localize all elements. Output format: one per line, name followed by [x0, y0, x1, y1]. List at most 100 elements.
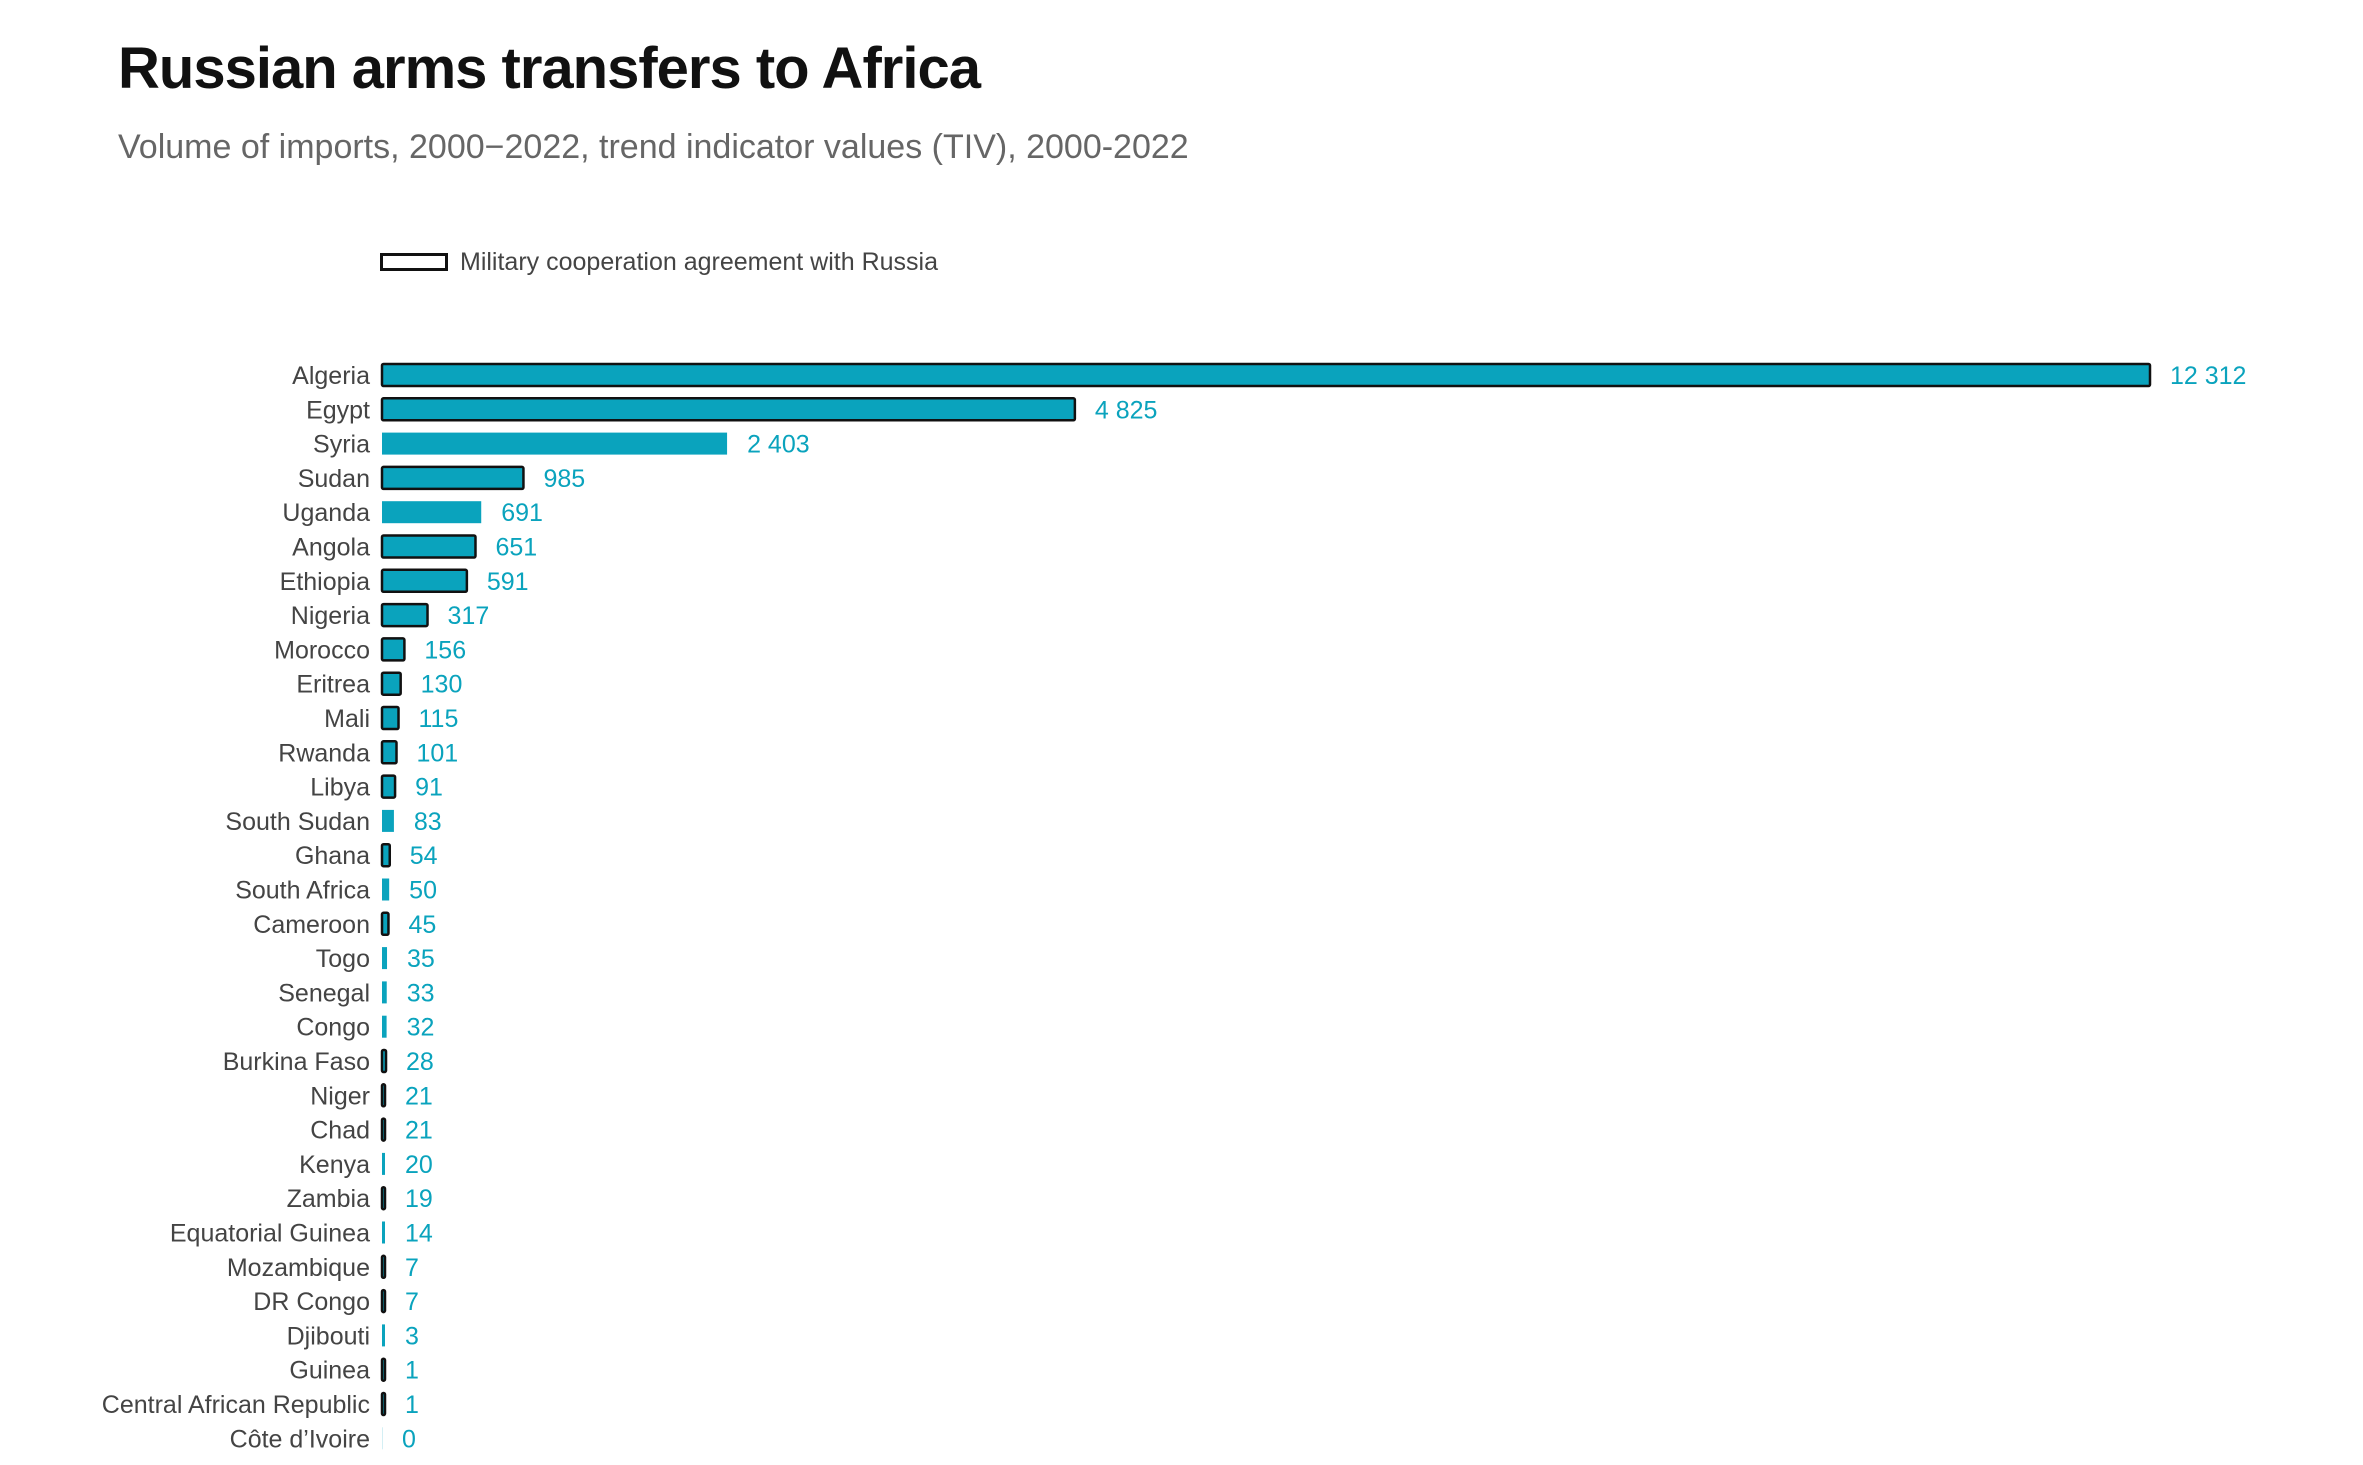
value-label: 33: [407, 979, 435, 1007]
bar: [380, 774, 397, 799]
category-label: Zambia: [287, 1185, 370, 1213]
value-label: 0: [402, 1425, 416, 1453]
category-label: Mali: [324, 705, 370, 733]
category-label: Eritrea: [296, 671, 370, 699]
value-label: 45: [408, 911, 436, 939]
bar: [382, 1324, 385, 1347]
category-label: Togo: [316, 945, 370, 973]
value-label: 317: [448, 602, 490, 630]
bar: [382, 878, 390, 901]
value-label: 591: [487, 568, 529, 596]
chart-subtitle: Volume of imports, 2000−2022, trend indi…: [118, 128, 1189, 166]
bar: [380, 568, 469, 594]
value-label: 28: [406, 1048, 434, 1076]
category-label: Rwanda: [278, 739, 370, 767]
bar: [380, 911, 390, 937]
category-label: Ethiopia: [280, 568, 370, 596]
category-label: Congo: [296, 1014, 370, 1042]
category-label: Angola: [292, 534, 370, 562]
bar: [382, 432, 728, 455]
value-label: 91: [415, 774, 443, 802]
value-label: 1: [405, 1357, 419, 1385]
value-label: 7: [405, 1254, 419, 1282]
value-label: 21: [405, 1082, 433, 1110]
category-label: Libya: [310, 774, 370, 802]
value-label: 651: [495, 534, 537, 562]
bar: [380, 705, 400, 731]
bar: [382, 1015, 387, 1038]
value-label: 130: [421, 671, 463, 699]
value-label: 2 403: [747, 431, 810, 459]
category-label: Morocco: [274, 636, 370, 664]
category-label: South Africa: [235, 877, 370, 905]
legend: Military cooperation agreement with Russ…: [380, 242, 938, 282]
bar: [382, 1152, 385, 1175]
category-label: DR Congo: [253, 1288, 370, 1316]
category-label: Algeria: [292, 362, 370, 390]
category-label: Ghana: [295, 842, 370, 870]
category-label: Djibouti: [287, 1322, 370, 1350]
category-label: Cameroon: [253, 911, 370, 939]
bar: [382, 947, 388, 970]
bar: [380, 602, 429, 628]
category-label: Côte d’Ivoire: [230, 1425, 370, 1453]
category-label: Niger: [310, 1082, 370, 1110]
bar: [380, 671, 402, 696]
bar: [380, 534, 477, 559]
category-label: Nigeria: [291, 602, 370, 630]
bar: [380, 362, 2152, 388]
category-label: Uganda: [282, 499, 370, 527]
value-label: 35: [407, 945, 435, 973]
bar: [380, 1083, 387, 1108]
bar: [380, 1254, 387, 1280]
value-label: 14: [405, 1220, 433, 1248]
bar: [380, 842, 392, 868]
category-label: Senegal: [278, 979, 370, 1007]
bar: [380, 1391, 387, 1417]
category-label: Equatorial Guinea: [170, 1220, 370, 1248]
category-label: South Sudan: [225, 808, 370, 836]
category-label: Sudan: [298, 465, 370, 493]
bar: [380, 740, 398, 765]
bar: [380, 465, 525, 491]
value-label: 19: [405, 1185, 433, 1213]
value-label: 101: [417, 739, 459, 767]
value-label: 3: [405, 1322, 419, 1350]
legend-swatch-agreement: [380, 253, 448, 271]
value-label: 21: [405, 1117, 433, 1145]
bar: [380, 637, 406, 662]
category-label: Syria: [313, 431, 370, 459]
bar: [380, 1048, 388, 1074]
category-label: Guinea: [289, 1357, 370, 1385]
value-label: 20: [405, 1151, 433, 1179]
bar: [382, 1427, 383, 1450]
category-label: Kenya: [299, 1151, 370, 1179]
value-label: 4 825: [1095, 396, 1158, 424]
bar: [380, 1357, 387, 1382]
value-label: 156: [424, 636, 466, 664]
bar: [382, 1221, 385, 1244]
value-label: 50: [409, 877, 437, 905]
category-label: Egypt: [306, 396, 370, 424]
value-label: 985: [543, 465, 585, 493]
bar: [382, 501, 482, 524]
bar: [380, 1185, 387, 1211]
bar: [382, 809, 394, 832]
bar: [382, 981, 387, 1004]
value-label: 54: [410, 842, 438, 870]
bar: [380, 397, 1077, 422]
value-label: 12 312: [2170, 362, 2246, 390]
value-label: 1: [405, 1391, 419, 1419]
category-label: Central African Republic: [102, 1391, 370, 1419]
value-label: 7: [405, 1288, 419, 1316]
category-label: Mozambique: [227, 1254, 370, 1282]
bar: [380, 1288, 387, 1314]
category-label: Chad: [310, 1117, 370, 1145]
legend-label-agreement: Military cooperation agreement with Russ…: [460, 247, 938, 276]
bar: [380, 1117, 387, 1142]
value-label: 115: [419, 705, 459, 733]
chart-title: Russian arms transfers to Africa: [118, 36, 981, 101]
value-label: 691: [501, 499, 543, 527]
value-label: 83: [414, 808, 442, 836]
